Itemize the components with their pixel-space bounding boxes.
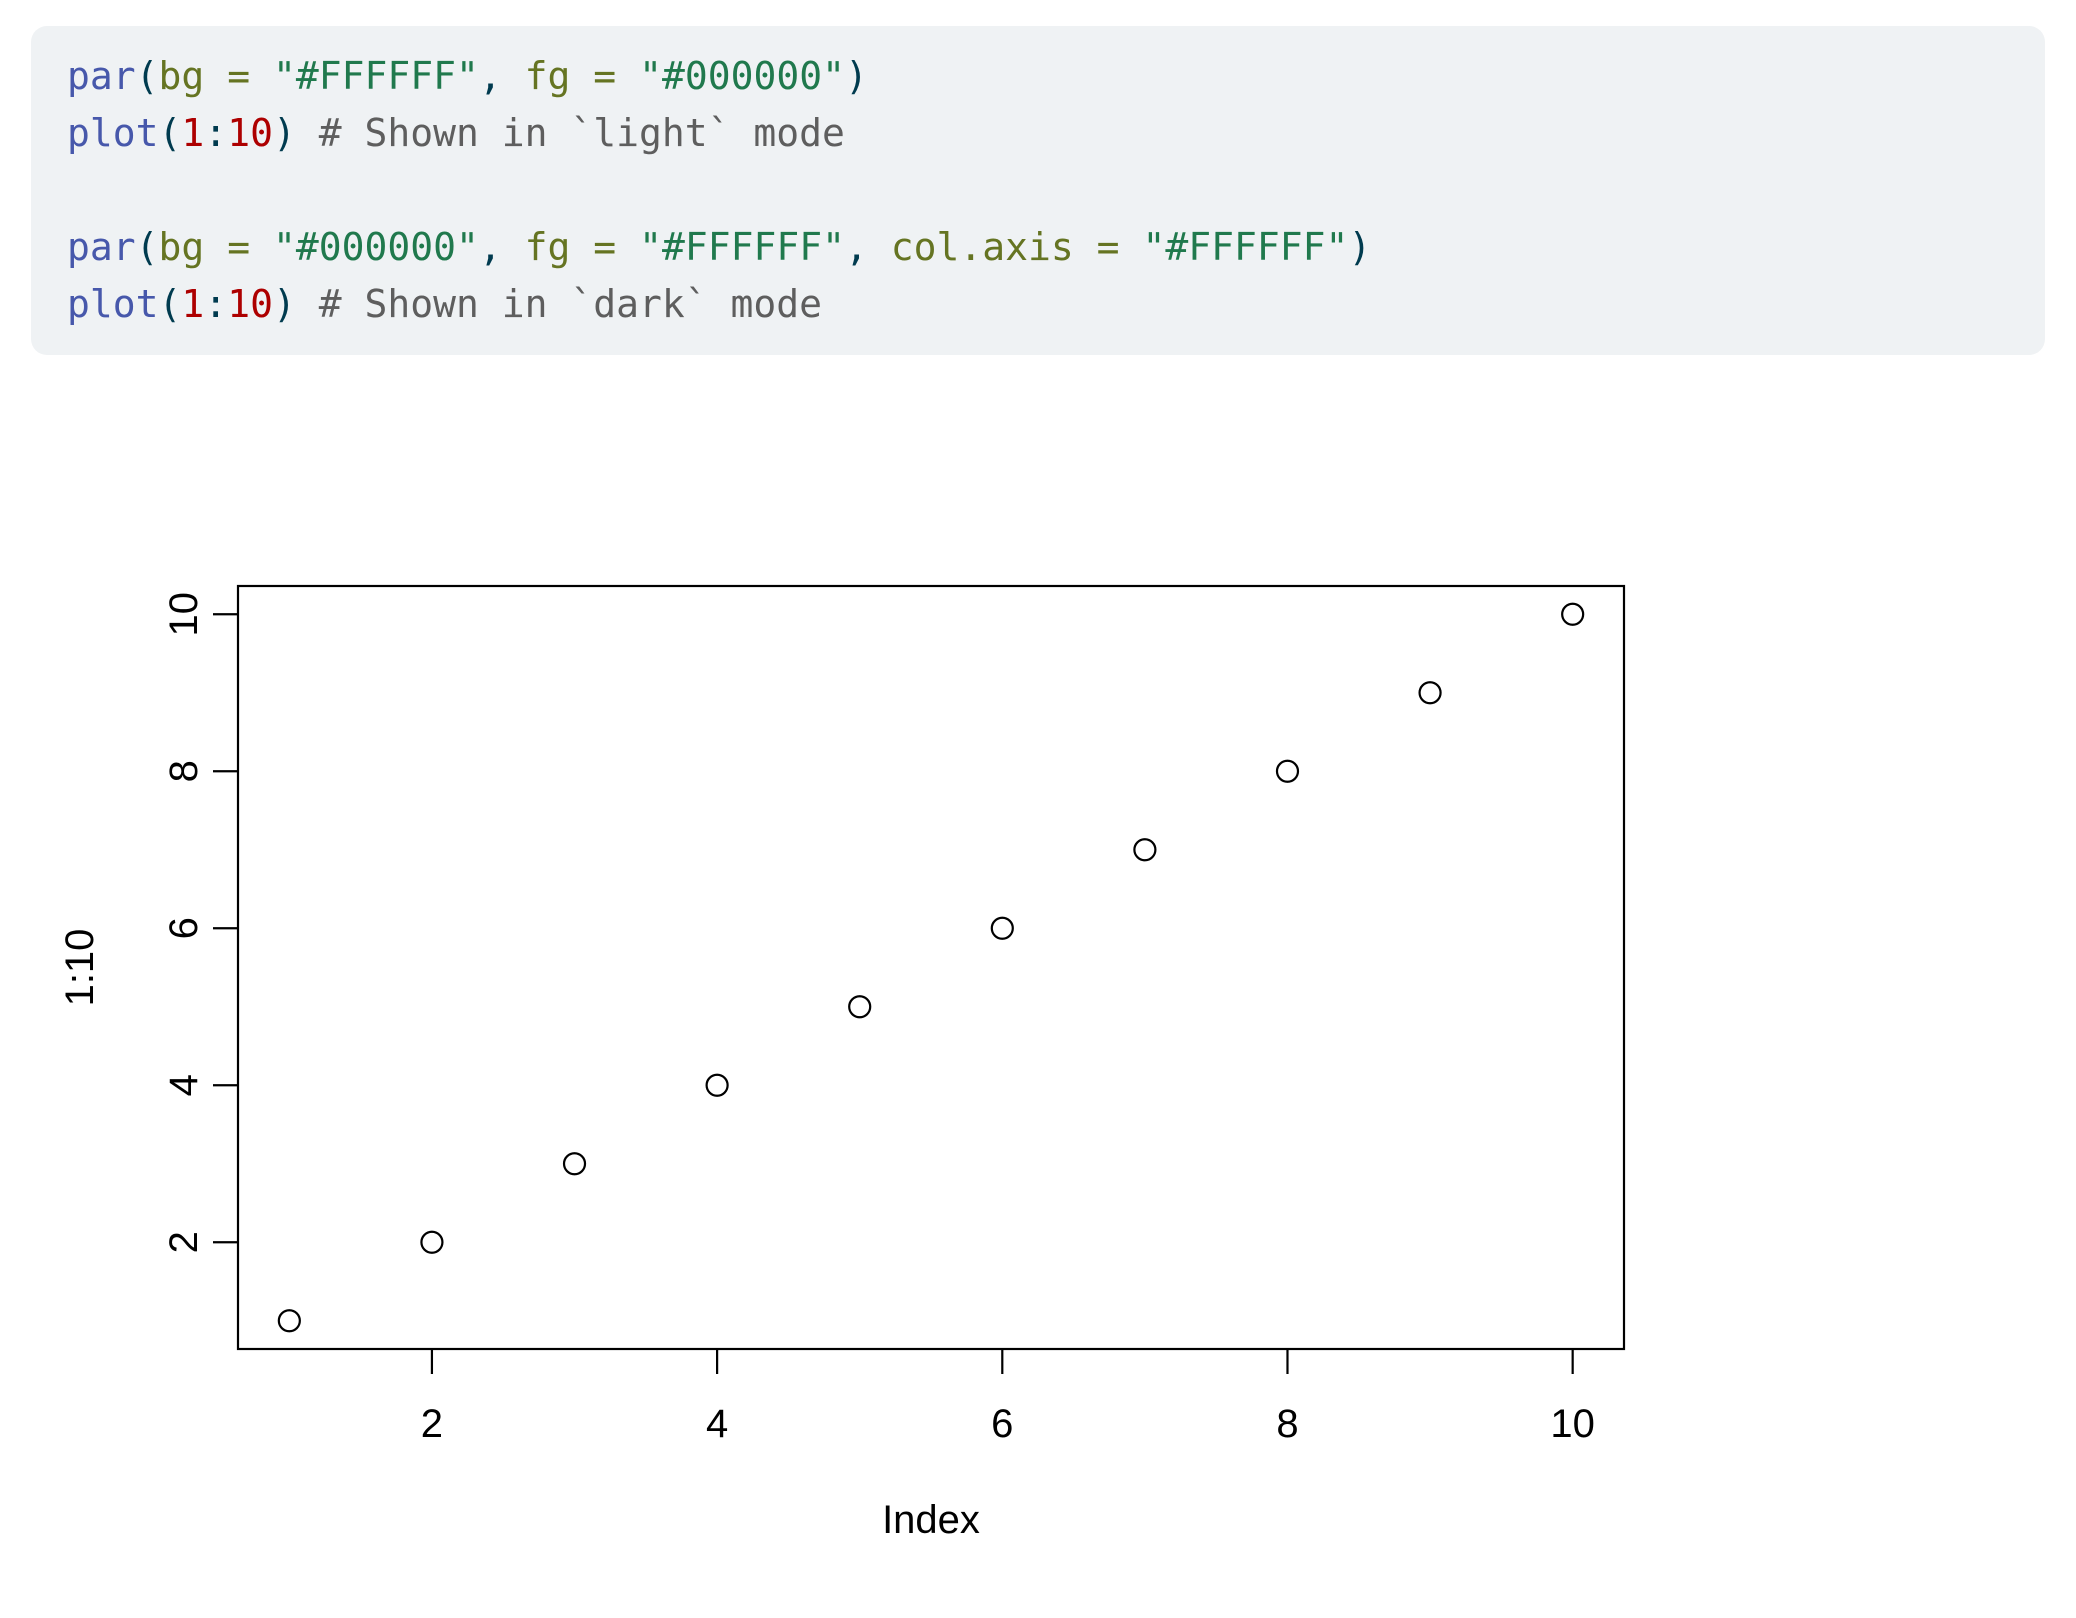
- code-token-pl: ): [272, 111, 296, 155]
- code-token-at: =: [1096, 225, 1120, 269]
- code-token-pl: [570, 225, 593, 269]
- code-token-pl: [1074, 225, 1097, 269]
- code-token-pl: [616, 54, 639, 98]
- code-token-pl: [296, 111, 319, 155]
- code-token-co: # Shown in `light` mode: [318, 111, 845, 155]
- code-token-pl: [616, 225, 639, 269]
- y-tick-label: 6: [162, 917, 206, 939]
- code-token-dv: 10: [227, 111, 273, 155]
- code-token-at: fg: [524, 54, 571, 98]
- code-token-pl: ,: [478, 54, 525, 98]
- data-point: [1133, 838, 1157, 862]
- data-point: [1418, 681, 1442, 705]
- code-token-st: "#000000": [272, 225, 479, 269]
- x-tick-label: 8: [1276, 1402, 1298, 1446]
- code-token-dv: 10: [227, 282, 273, 326]
- code-token-pl: [204, 225, 227, 269]
- code-line: par(bg = "#000000", fg = "#FFFFFF", col.…: [67, 219, 2009, 276]
- data-point: [1561, 602, 1585, 626]
- code-token-co: # Shown in `dark` mode: [318, 282, 823, 326]
- code-token-st: "#FFFFFF": [639, 225, 845, 269]
- code-token-at: fg: [524, 225, 571, 269]
- y-tick-label: 8: [162, 760, 206, 782]
- code-token-pl: [570, 54, 593, 98]
- code-token-st: "#FFFFFF": [272, 54, 479, 98]
- code-token-at: bg: [158, 225, 205, 269]
- code-line: plot(1:10) # Shown in `dark` mode: [67, 276, 2009, 333]
- data-point: [420, 1230, 444, 1254]
- code-token-at: =: [227, 54, 251, 98]
- r-plot-figure: 2 4 6 8 10 2 4 6 8 10 Index 1:10: [0, 355, 2076, 1592]
- plot-box: [236, 584, 1626, 1351]
- code-line: [67, 162, 2009, 219]
- code-token-pl: (: [135, 54, 159, 98]
- code-token-pl: ,: [844, 225, 891, 269]
- code-token-at: bg: [158, 54, 205, 98]
- y-tick-label: 2: [162, 1231, 206, 1253]
- code-token-pl: [296, 282, 319, 326]
- data-point: [990, 916, 1014, 940]
- code-token-at: col.axis: [890, 225, 1074, 269]
- code-line: plot(1:10) # Shown in `light` mode: [67, 105, 2009, 162]
- code-token-dv: 1: [181, 282, 205, 326]
- code-token-pl: [1120, 225, 1143, 269]
- y-tick-label: 4: [162, 1074, 206, 1096]
- y-axis-title: 1:10: [58, 929, 102, 1007]
- code-token-pl: ): [844, 54, 868, 98]
- code-token-pl: [250, 225, 273, 269]
- data-point: [562, 1152, 587, 1176]
- code-token-pl: (: [158, 111, 182, 155]
- data-point: [848, 995, 872, 1019]
- code-token-st: "#FFFFFF": [1142, 225, 1349, 269]
- code-token-st: "#000000": [639, 54, 845, 98]
- x-tick-label: 2: [421, 1402, 443, 1446]
- x-tick-label: 6: [991, 1402, 1013, 1446]
- code-token-fu: par: [67, 54, 136, 98]
- code-token-pl: ,: [478, 225, 525, 269]
- data-point: [705, 1073, 729, 1097]
- code-token-pl: (: [135, 225, 159, 269]
- code-token-fu: par: [67, 225, 136, 269]
- code-token-pl: :: [204, 111, 228, 155]
- code-token-pl: (: [158, 282, 182, 326]
- scatter-plot: 2 4 6 8 10 2 4 6 8 10 Index 1:10: [58, 584, 1626, 1542]
- code-token-at: =: [593, 225, 617, 269]
- code-token-pl: :: [204, 282, 228, 326]
- code-token-pl: ): [1348, 225, 1372, 269]
- code-token-at: =: [593, 54, 617, 98]
- x-tick-label: 10: [1550, 1402, 1595, 1446]
- code-token-pl: [250, 54, 273, 98]
- code-token-fu: plot: [67, 282, 159, 326]
- x-axis-title: Index: [882, 1498, 980, 1542]
- code-token-fu: plot: [67, 111, 159, 155]
- x-tick-label: 4: [706, 1402, 728, 1446]
- code-block: par(bg = "#FFFFFF", fg = "#000000") plot(…: [31, 26, 2045, 355]
- code-token-dv: 1: [181, 111, 205, 155]
- data-point: [277, 1309, 301, 1333]
- code-line: par(bg = "#FFFFFF", fg = "#000000"): [67, 48, 2009, 105]
- data-point: [1275, 759, 1300, 783]
- code-token-pl: ): [272, 282, 296, 326]
- y-tick-label: 10: [162, 592, 206, 637]
- code-token-at: =: [227, 225, 251, 269]
- code-token-pl: [204, 54, 227, 98]
